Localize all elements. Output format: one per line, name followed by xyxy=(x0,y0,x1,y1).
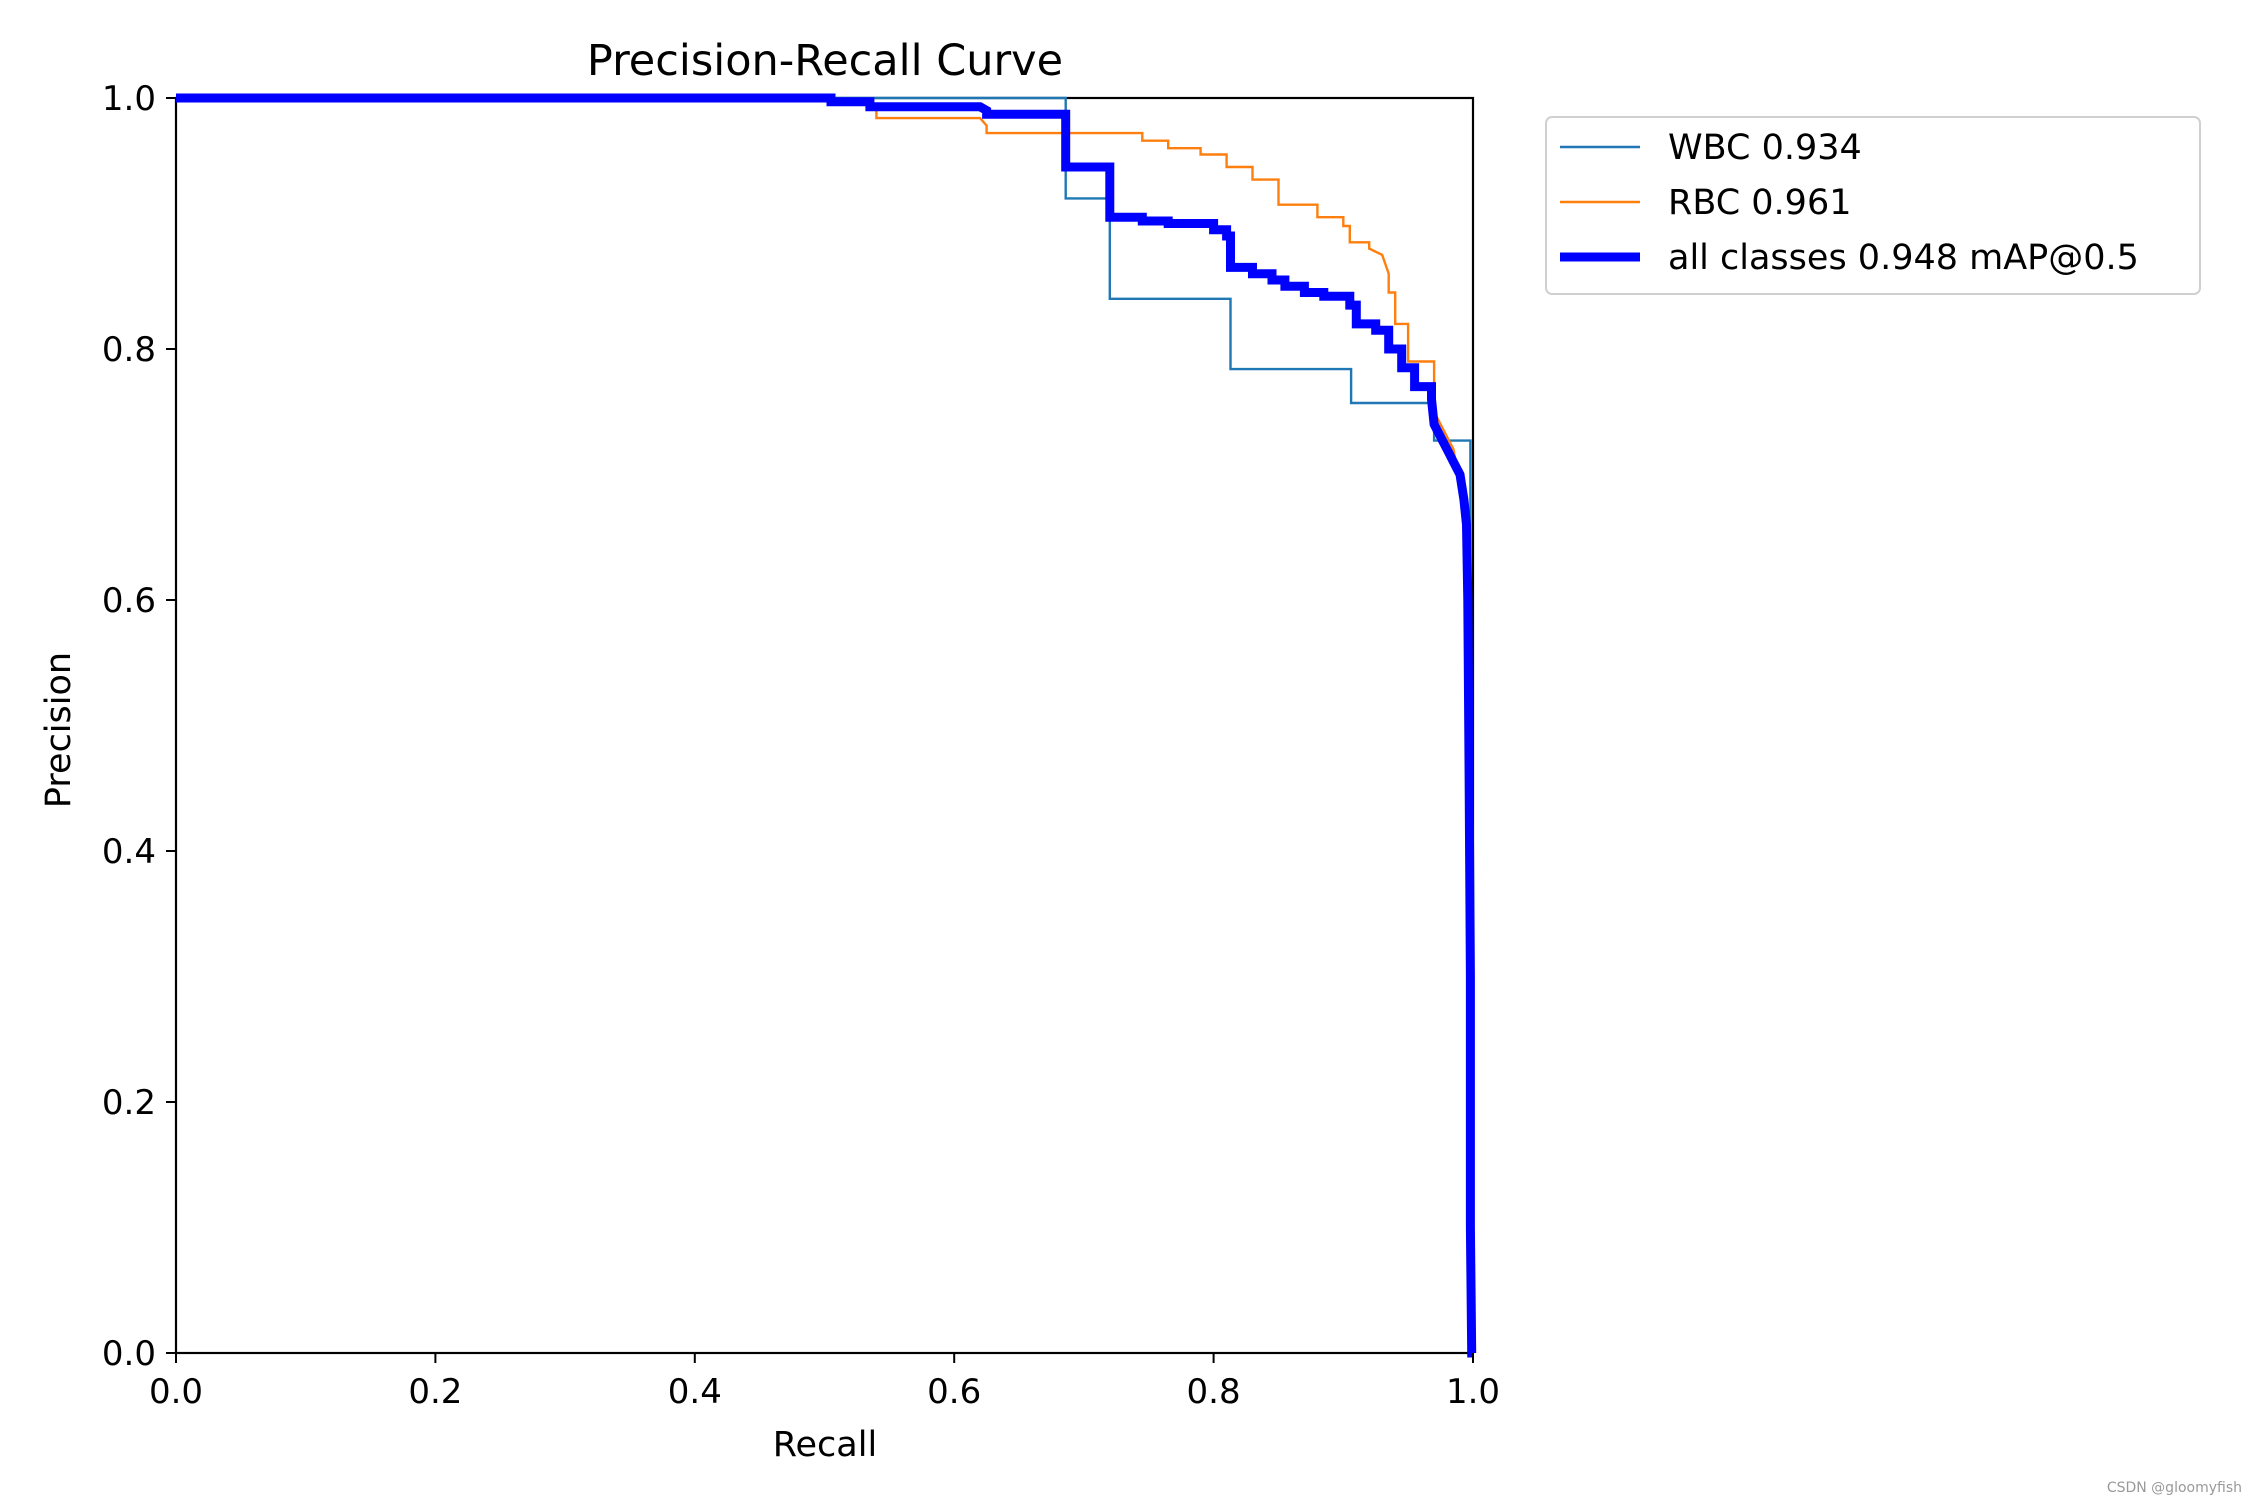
legend-items: WBC 0.934 RBC 0.961 all classes 0.948 mAP@… xyxy=(1560,128,2139,278)
x-axis-label: Recall xyxy=(773,1425,877,1465)
x-tick-label: 0.6 xyxy=(927,1372,981,1412)
legend: WBC 0.934 RBC 0.961 all classes 0.948 mAP@… xyxy=(1545,116,2201,295)
x-tick-label: 0.2 xyxy=(408,1372,462,1412)
y-axis-label: Precision xyxy=(39,652,79,808)
x-tick-label: 0.4 xyxy=(668,1372,722,1412)
series-layer xyxy=(176,93,1477,1358)
y-tick-label: 0.8 xyxy=(102,330,156,370)
legend-label-1: RBC 0.961 xyxy=(1668,183,1851,223)
legend-frame xyxy=(1545,116,2201,295)
series-line-2 xyxy=(176,93,1477,1358)
y-tick-label: 0.2 xyxy=(102,1083,156,1123)
x-axis-ticks: 0.0 0.2 0.4 0.6 0.8 1.0 xyxy=(149,1353,1500,1412)
y-axis-ticks: 0.0 0.2 0.4 0.6 0.8 1.0 xyxy=(102,79,176,1374)
x-tick-label: 0.8 xyxy=(1187,1372,1241,1412)
plot-area: 0.0 0.2 0.4 0.6 0.8 1.0 0.0 0.2 0.4 0.6 0.8 1.0 xyxy=(102,79,1500,1412)
y-tick-label: 0.4 xyxy=(102,832,156,872)
chart-title: Precision-Recall Curve xyxy=(587,36,1063,86)
y-tick-label: 1.0 xyxy=(102,79,156,119)
legend-label-0: WBC 0.934 xyxy=(1668,128,1862,168)
series-line-1 xyxy=(176,96,1475,1354)
y-tick-label: 0.0 xyxy=(102,1334,156,1374)
x-tick-label: 0.0 xyxy=(149,1372,203,1412)
y-tick-label: 0.6 xyxy=(102,581,156,621)
legend-label-2: all classes 0.948 mAP@0.5 xyxy=(1668,238,2139,278)
x-tick-label: 1.0 xyxy=(1446,1372,1500,1412)
watermark: CSDN @gloomyfish xyxy=(2107,1480,2242,1496)
